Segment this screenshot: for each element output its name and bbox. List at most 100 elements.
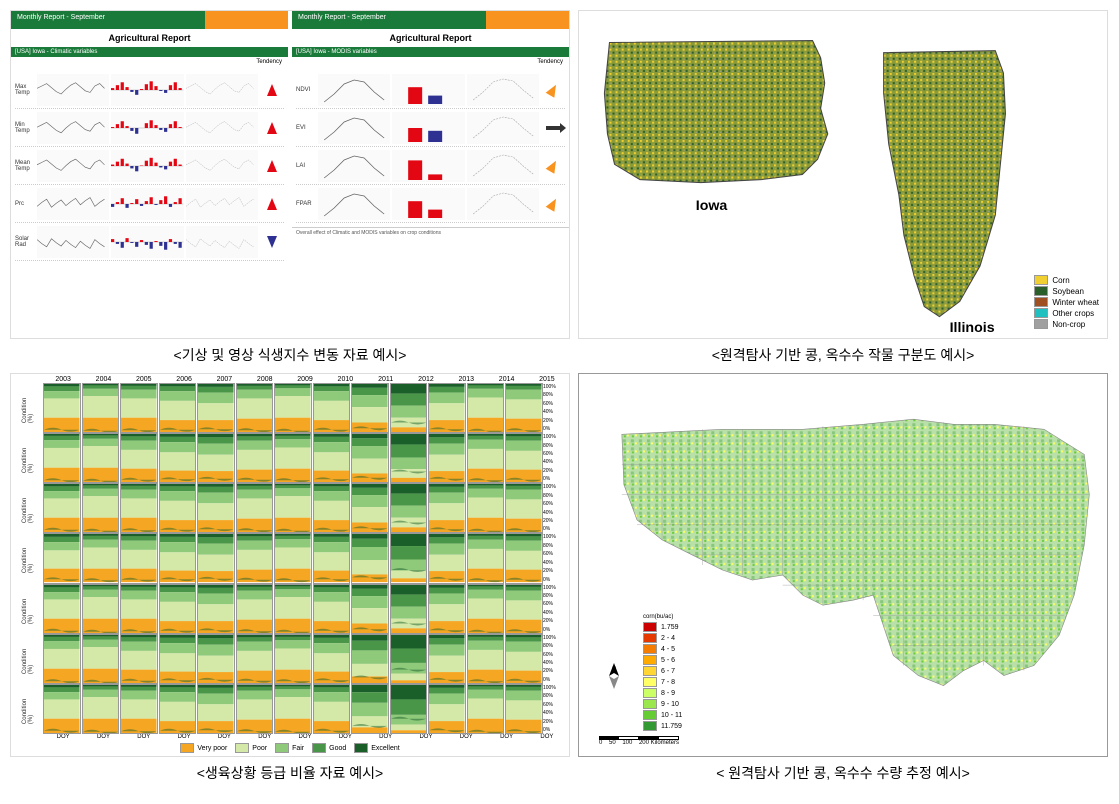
year-label: 2006 [164, 376, 204, 383]
classification-map-svg: Iowa Illinois [579, 11, 1107, 338]
pct-ticks: 100%80%60%40%20%0% [543, 684, 567, 734]
condition-cell [428, 383, 466, 433]
line-chart [318, 188, 390, 220]
condition-cell [467, 684, 505, 734]
condition-cell [390, 483, 428, 533]
condition-cell [236, 483, 274, 533]
bar-chart [392, 188, 464, 220]
condition-cell [82, 634, 120, 684]
report-row: Solar Rad [15, 223, 284, 261]
scale-bar: 050100200 Kilometers [599, 736, 679, 746]
year-headers: 2003200420052006200720082009201020112012… [43, 376, 567, 383]
report-row: NDVI [296, 71, 565, 109]
legend-label: 1.759 [661, 624, 679, 631]
condition-cell [505, 383, 543, 433]
legend-swatch [1034, 319, 1048, 329]
condition-cell [197, 584, 235, 634]
legend-item: Poor [235, 743, 267, 753]
condition-cell [467, 533, 505, 583]
panel-yield-estimate: N corn(bu/ac) 1.7592 - 44 - 55 - 66 - 77… [578, 373, 1108, 783]
context-chart [467, 150, 539, 182]
legend-label: Fair [292, 745, 304, 752]
row-label: LAI [296, 163, 316, 169]
legend-item: 10 - 11 [643, 710, 682, 720]
condition-cell [505, 684, 543, 734]
legend-item: Winter wheat [1034, 297, 1099, 307]
condition-cell [351, 483, 389, 533]
legend-swatch [275, 743, 289, 753]
report-title: Agricultural Report [11, 33, 288, 43]
legend-swatch [643, 699, 657, 709]
legend-item: Non-crop [1034, 319, 1099, 329]
legend-item: Excellent [354, 743, 399, 753]
legend-item: 8 - 9 [643, 688, 682, 698]
condition-cells [43, 383, 543, 433]
condition-cell [428, 634, 466, 684]
condition-cell [505, 634, 543, 684]
anomaly-chart [111, 112, 183, 144]
legend-swatch [643, 710, 657, 720]
legend-label: Other crops [1052, 309, 1094, 318]
report-row: EVI [296, 109, 565, 147]
condition-cell [159, 433, 197, 483]
row-label: Max Temp [15, 84, 35, 96]
report-modis: Monthly Report - September Agricultural … [292, 11, 569, 338]
condition-cell [467, 433, 505, 483]
legend-label: 6 - 7 [661, 668, 675, 675]
report-row: Max Temp [15, 71, 284, 109]
report-row: Prc [15, 185, 284, 223]
condition-cell [236, 634, 274, 684]
legend-label: Soybean [1052, 287, 1084, 296]
condition-cell [428, 584, 466, 634]
condition-cell [428, 433, 466, 483]
condition-cell [274, 383, 312, 433]
legend-label: 11.759 [661, 723, 682, 730]
condition-cell [274, 483, 312, 533]
condition-cell [159, 383, 197, 433]
illinois-label: Illinois [950, 320, 995, 336]
legend-item: 11.759 [643, 721, 682, 731]
bar-chart [392, 74, 464, 106]
legend-label: Very poor [197, 745, 227, 752]
svg-text:N: N [612, 667, 616, 673]
condition-cells [43, 584, 543, 634]
trend-arrow [260, 160, 284, 172]
condition-cell [43, 684, 81, 734]
legend-item: 7 - 8 [643, 677, 682, 687]
condition-cell [351, 433, 389, 483]
condition-cell [428, 533, 466, 583]
legend-label: Corn [1052, 276, 1069, 285]
report-footnote: Overall effect of Climatic and MODIS var… [292, 227, 569, 238]
legend-swatch [643, 655, 657, 665]
condition-cell [428, 483, 466, 533]
condition-cell [43, 383, 81, 433]
row-label: EVI [296, 125, 316, 131]
year-label: 2007 [204, 376, 244, 383]
condition-cell [274, 433, 312, 483]
condition-cell [197, 433, 235, 483]
condition-cell [43, 634, 81, 684]
legend-label: Good [329, 745, 346, 752]
report-title: Agricultural Report [292, 33, 569, 43]
timeseries-chart [37, 188, 109, 220]
trend-arrow [260, 198, 284, 210]
condition-cell [43, 584, 81, 634]
condition-cell [390, 433, 428, 483]
trend-arrow [260, 122, 284, 134]
corn-belt-shape [622, 419, 1089, 685]
condition-cells [43, 684, 543, 734]
legend-swatch [1034, 275, 1048, 285]
scale-label: 200 Kilometers [639, 740, 679, 746]
legend-item: 1.759 [643, 622, 682, 632]
condition-cell [120, 634, 158, 684]
legend-label: 9 - 10 [661, 701, 679, 708]
condition-cell [390, 684, 428, 734]
condition-cell [120, 433, 158, 483]
condition-cell [390, 584, 428, 634]
legend-item: Corn [1034, 275, 1099, 285]
condition-cell [82, 383, 120, 433]
timeseries-chart [37, 112, 109, 144]
condition-cell [159, 634, 197, 684]
condition-cell [197, 383, 235, 433]
trend-arrow [260, 84, 284, 96]
